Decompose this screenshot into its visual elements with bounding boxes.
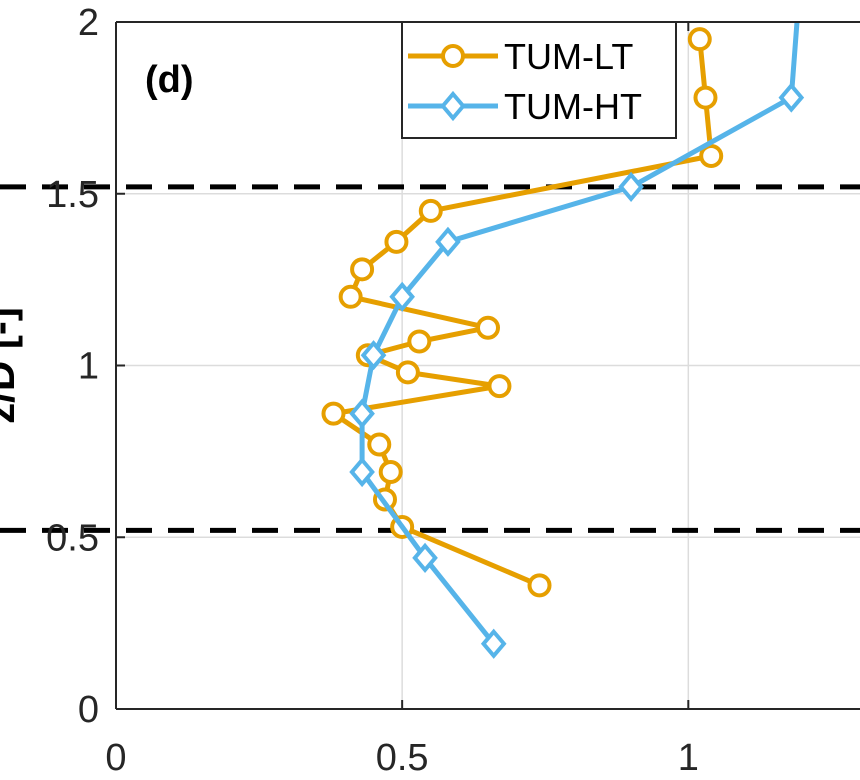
legend: TUM-LT TUM-HT bbox=[401, 21, 677, 139]
data-point bbox=[407, 329, 432, 354]
data-point bbox=[384, 229, 409, 254]
data-point bbox=[487, 374, 512, 399]
data-point bbox=[338, 284, 363, 309]
y-tick-label: 2 bbox=[78, 2, 99, 44]
data-point bbox=[350, 257, 375, 282]
data-point bbox=[527, 573, 552, 598]
data-point bbox=[476, 315, 500, 340]
data-point bbox=[435, 226, 461, 257]
tick-labels: 0 0.5 1 0 0.5 1 1.5 2 bbox=[46, 2, 699, 779]
data-point bbox=[618, 171, 644, 202]
data-point bbox=[321, 401, 346, 426]
x-tick-label: 0 bbox=[105, 737, 126, 779]
y-axis-label: z/D [-] bbox=[0, 307, 23, 424]
data-point bbox=[687, 27, 712, 52]
data-point bbox=[418, 198, 443, 223]
data-point bbox=[378, 459, 403, 484]
y-tick-label: 1.5 bbox=[46, 174, 99, 216]
data-point bbox=[360, 340, 387, 371]
data-point bbox=[412, 542, 438, 573]
legend-marker bbox=[440, 90, 466, 122]
data-point bbox=[699, 143, 724, 168]
data-series bbox=[321, 21, 805, 659]
x-tick-label: 1 bbox=[678, 737, 699, 779]
series-TUM-HT bbox=[349, 21, 805, 659]
y-tick-label: 0 bbox=[78, 689, 99, 731]
data-point bbox=[389, 281, 415, 312]
data-point bbox=[778, 82, 805, 113]
series-line bbox=[359, 21, 800, 646]
y-tick-label: 0.5 bbox=[46, 517, 99, 559]
data-point bbox=[395, 360, 420, 385]
legend-label: TUM-LT bbox=[504, 36, 633, 77]
reference-lines bbox=[0, 184, 860, 533]
legend-label: TUM-HT bbox=[504, 86, 642, 127]
panel-label: (d) bbox=[145, 59, 194, 101]
x-tick-label: 0.5 bbox=[376, 737, 429, 779]
legend-item: TUM-LT bbox=[408, 36, 633, 77]
grid bbox=[116, 22, 860, 709]
data-point bbox=[349, 398, 375, 429]
legend-item: TUM-HT bbox=[408, 86, 642, 127]
data-point bbox=[349, 456, 375, 488]
legend-marker bbox=[441, 44, 465, 68]
data-point bbox=[367, 432, 392, 457]
data-point bbox=[693, 85, 718, 110]
y-tick-label: 1 bbox=[78, 346, 99, 388]
legend-box bbox=[401, 21, 677, 139]
data-point bbox=[480, 628, 507, 659]
